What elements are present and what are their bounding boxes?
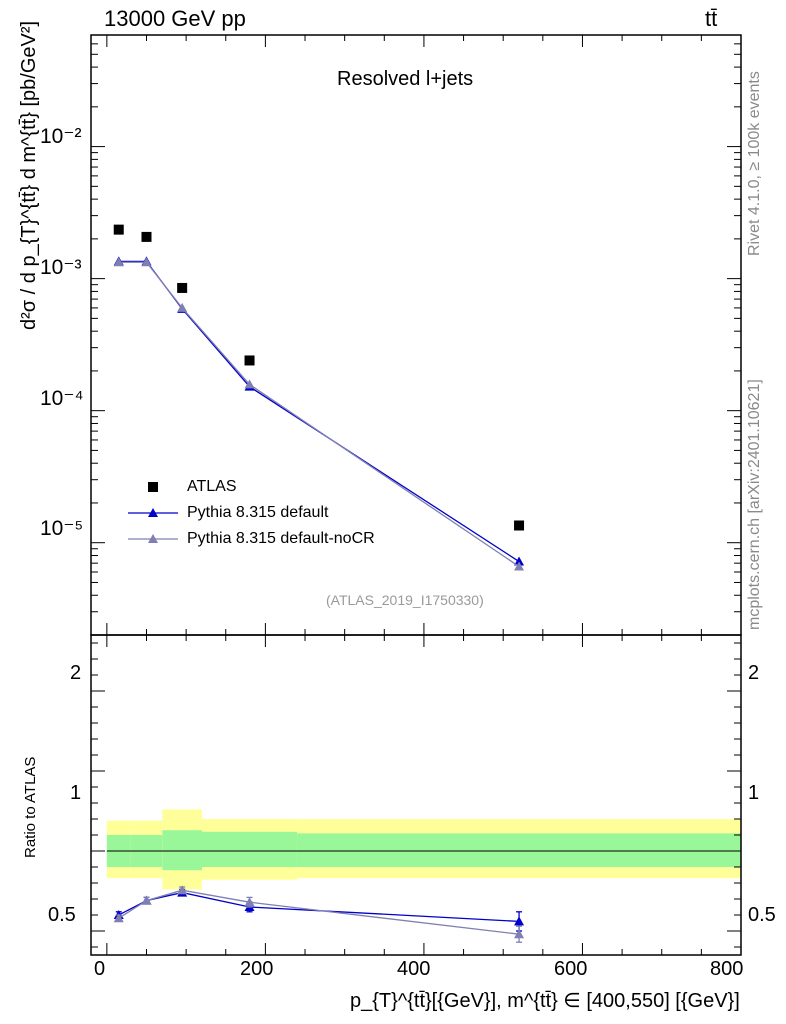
rivet-version-label: Rivet 4.1.0, ≥ 100k events <box>746 71 763 256</box>
ytick-main-1e-4: 10⁻⁴ <box>40 387 84 410</box>
ratio-marker-nocr-0 <box>113 913 124 923</box>
main-marker-nocr-1 <box>141 257 152 267</box>
analysis-id: (ATLAS_2019_I1750330) <box>326 592 484 608</box>
atlas-point-4 <box>514 520 525 531</box>
legend-nocr-label: Pythia 8.315 default-noCR <box>187 530 375 547</box>
xtick-400: 400 <box>397 958 431 980</box>
legend-atlas-label: ATLAS <box>187 478 237 495</box>
main-marker-nocr-2 <box>177 302 188 312</box>
ytick-ratio-1-left: 1 <box>70 782 82 804</box>
band-inner-4 <box>297 833 741 867</box>
legend-nocr-marker <box>148 534 158 543</box>
atlas-point-0 <box>113 224 124 235</box>
ytick-ratio-0.5-right: 0.5 <box>748 904 776 926</box>
ytick-main-1e-5: 10⁻⁵ <box>40 517 84 540</box>
main-marker-default-4 <box>514 556 525 566</box>
main-marker-nocr-3 <box>244 379 255 389</box>
ytick-ratio-2-left: 2 <box>70 662 82 684</box>
band-inner-2 <box>162 830 202 871</box>
main-marker-nocr-4 <box>514 561 525 571</box>
ytick-ratio-0.5-left: 0.5 <box>48 904 76 926</box>
ratio-marker-nocr-1 <box>141 895 152 905</box>
main-title: Resolved l+jets <box>337 68 474 90</box>
main-ylabel: d²σ / d p_{T}^{tt̄} d m^{tt̄} [pb/GeV²] <box>18 20 40 330</box>
atlas-point-2 <box>177 282 188 293</box>
ytick-main-1e-2: 10⁻² <box>40 125 82 148</box>
xtick-600: 600 <box>554 958 588 980</box>
ytick-main-1e-3: 10⁻³ <box>40 256 82 279</box>
ratio-marker-nocr-4 <box>514 929 525 939</box>
ratio-line-default <box>118 891 520 923</box>
ratio-ylabel: Ratio to ATLAS <box>22 756 39 858</box>
process-label: tt̄ <box>705 6 718 31</box>
ytick-ratio-2-right: 2 <box>748 662 760 684</box>
band-inner-3 <box>201 831 298 867</box>
atlas-point-1 <box>141 231 152 242</box>
ratio-marker-nocr-3 <box>244 897 255 907</box>
ratio-line-nocr <box>118 889 520 935</box>
x-axis-label: p_{T}^{tt̄}[{GeV}], m^{tt̄} ∈ [400,550] … <box>350 990 740 1012</box>
ratio-frame <box>90 634 742 956</box>
xtick-200: 200 <box>240 958 274 980</box>
ratio-marker-nocr-2 <box>177 885 188 895</box>
xtick-0: 0 <box>94 958 106 980</box>
legend-atlas-marker <box>148 482 158 492</box>
main-marker-nocr-0 <box>113 257 124 267</box>
xtick-800: 800 <box>710 958 744 980</box>
ratio-marker-default-4 <box>514 916 525 926</box>
ytick-ratio-1-right: 1 <box>748 782 760 804</box>
mcplots-label: mcplots.cern.ch [arXiv:2401.10621] <box>746 379 763 630</box>
legend-default-label: Pythia 8.315 default <box>187 504 329 521</box>
energy-label: 13000 GeV pp <box>104 6 246 31</box>
atlas-point-3 <box>244 355 255 366</box>
legend-default-marker <box>148 508 158 517</box>
